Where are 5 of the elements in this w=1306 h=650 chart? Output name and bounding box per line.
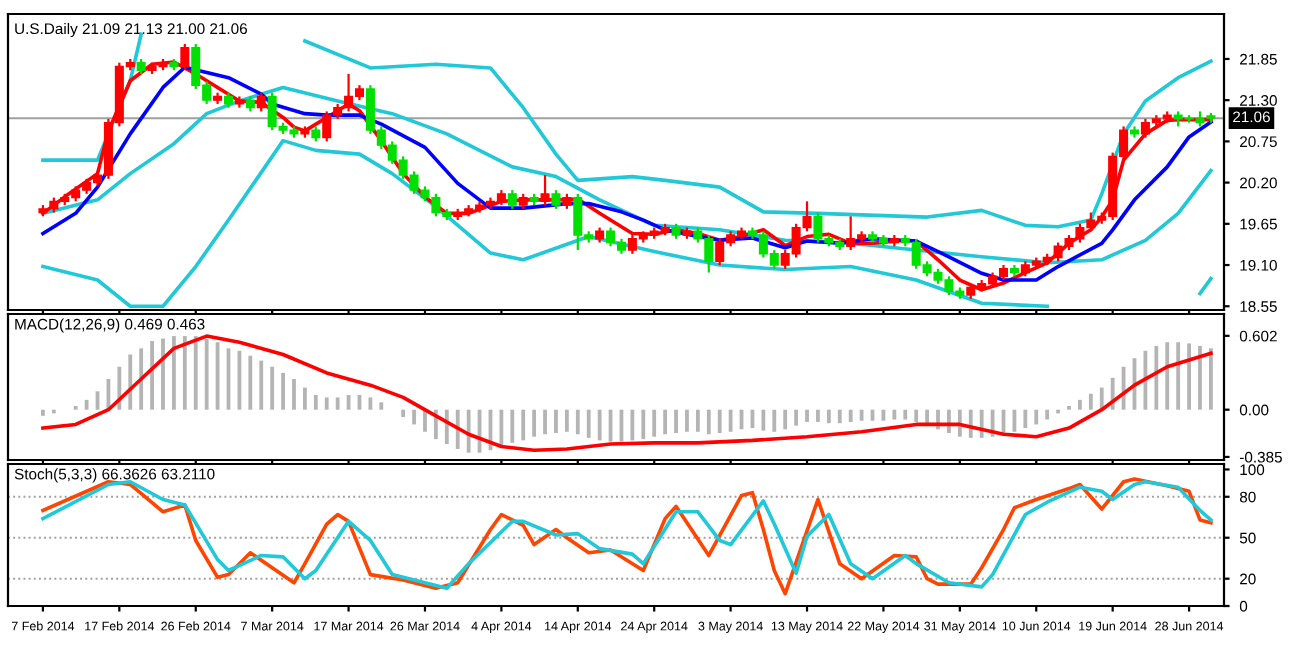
line-series	[41, 334, 1213, 452]
candlestick	[256, 91, 266, 113]
candlestick	[551, 188, 561, 210]
candlestick	[507, 188, 517, 210]
candlestick	[540, 174, 550, 207]
